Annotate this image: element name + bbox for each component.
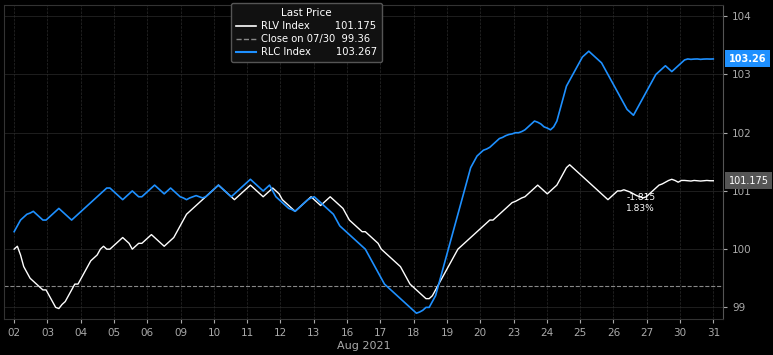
Legend: RLV Index        101.175, Close on 07/30  99.36, RLC Index        103.267: RLV Index 101.175, Close on 07/30 99.36,…: [230, 3, 382, 62]
Text: 101.175: 101.175: [729, 176, 769, 186]
X-axis label: Aug 2021: Aug 2021: [337, 341, 390, 351]
Text: 103.26: 103.26: [729, 54, 766, 64]
Text: -1.815
1.83%: -1.815 1.83%: [626, 193, 656, 213]
